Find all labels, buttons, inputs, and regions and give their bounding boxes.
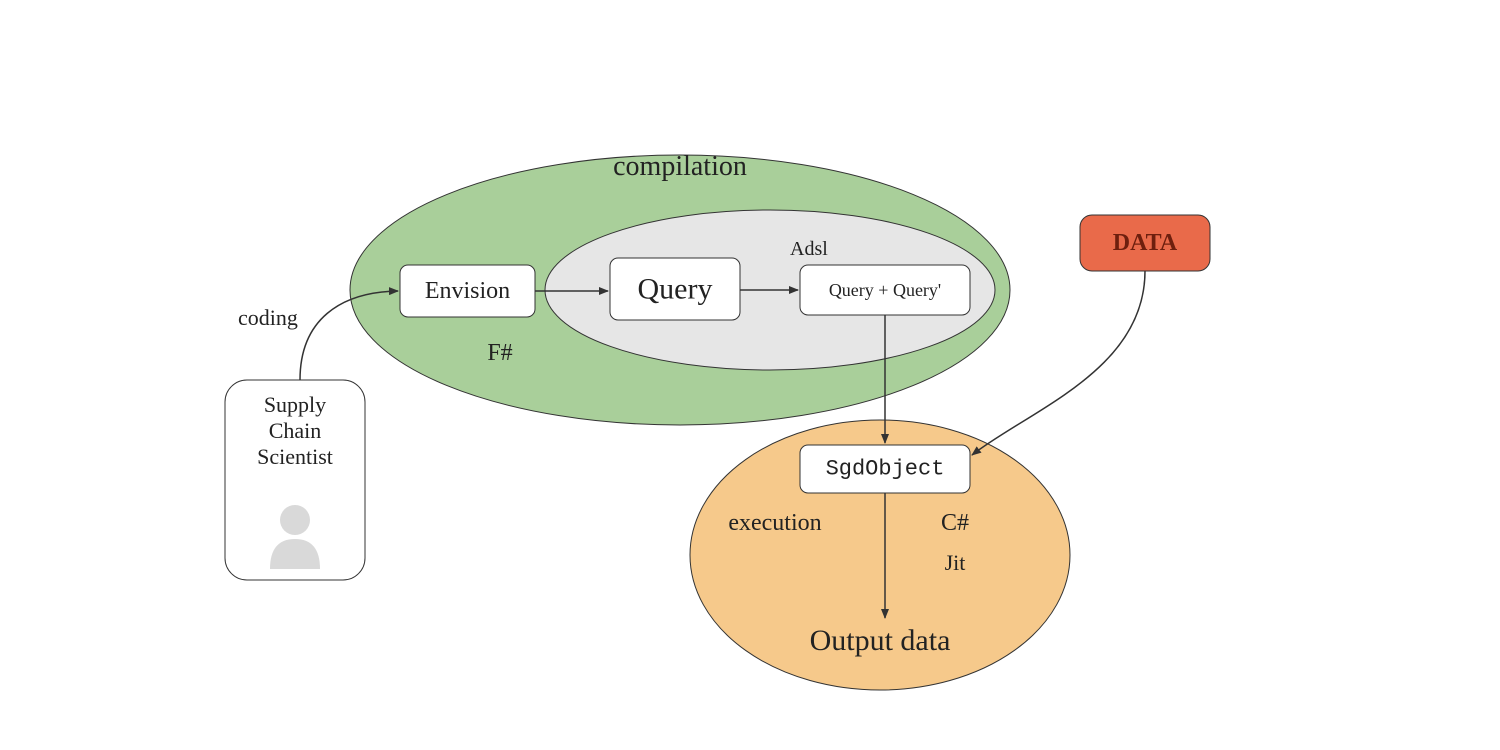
envision-label: Envision bbox=[425, 278, 510, 304]
csharp-label: C# bbox=[941, 510, 969, 536]
execution-label: execution bbox=[728, 510, 821, 536]
data-label: DATA bbox=[1113, 230, 1178, 256]
coding-label: coding bbox=[238, 305, 298, 330]
sgd-label: SgdObject bbox=[826, 457, 945, 482]
sgd-node: SgdObject bbox=[800, 445, 970, 493]
output-label: Output data bbox=[810, 624, 951, 657]
query-prime-node: Query + Query' bbox=[800, 265, 970, 315]
jit-label: Jit bbox=[945, 550, 966, 575]
data-node: DATA bbox=[1080, 215, 1210, 271]
query-prime-label: Query + Query' bbox=[829, 280, 941, 300]
diagram-canvas: SupplyChainScientist Envision Query Quer… bbox=[0, 0, 1500, 750]
fsharp-label: F# bbox=[487, 340, 512, 366]
scientist-node: SupplyChainScientist bbox=[225, 380, 365, 580]
query-node: Query bbox=[610, 258, 740, 320]
query-label: Query bbox=[638, 273, 713, 306]
compilation-label: compilation bbox=[613, 151, 747, 182]
adsl-label: Adsl bbox=[790, 238, 828, 260]
envision-node: Envision bbox=[400, 265, 535, 317]
